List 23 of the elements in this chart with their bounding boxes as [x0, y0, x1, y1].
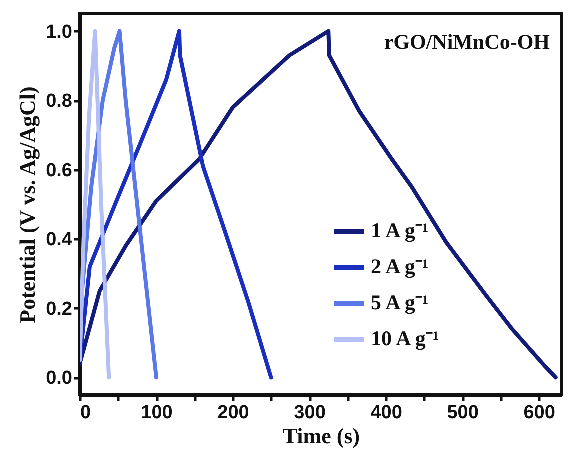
- x-tick-label: 100: [141, 402, 173, 424]
- y-tick-label: 1.0: [46, 22, 72, 43]
- y-tick-label: 0.0: [46, 368, 72, 390]
- y-tick-label: 0.2: [46, 298, 72, 320]
- y-axis-title: Potential (V vs. Ag/AgCl): [15, 86, 40, 324]
- line-series: [80, 29, 274, 380]
- x-tick-label: 300: [294, 402, 326, 424]
- legend-label: 1 A g⁻¹: [371, 218, 429, 242]
- line-series: [80, 29, 558, 380]
- legend-label: 5 A g⁻¹: [371, 290, 429, 314]
- y-tick-label: 0.6: [46, 160, 72, 182]
- x-tick-label: 400: [370, 402, 402, 424]
- annotation: rGO/NiMnCo-OH: [384, 30, 550, 54]
- x-tick-label: 500: [447, 402, 479, 424]
- x-tick-label: 200: [218, 402, 250, 424]
- legend-label: 2 A g⁻¹: [371, 254, 429, 278]
- y-tick-label: 0.8: [46, 91, 72, 112]
- x-axis-title: Time (s): [282, 424, 360, 448]
- x-tick-label: 0: [80, 402, 92, 424]
- x-tick-label: 600: [524, 402, 556, 424]
- legend-label: 10 A g⁻¹: [371, 326, 440, 350]
- line-series: [80, 29, 112, 380]
- y-tick-label: 0.4: [46, 230, 73, 251]
